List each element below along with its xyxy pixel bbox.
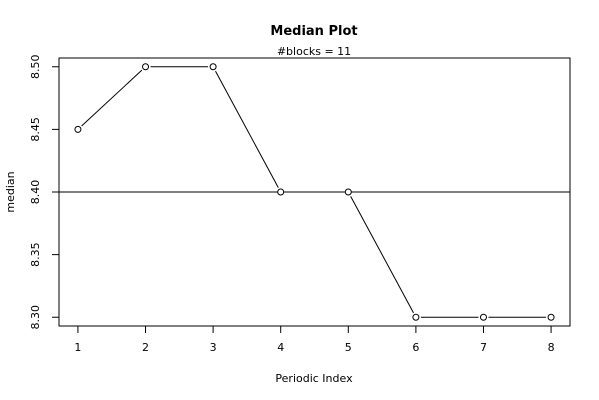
y-tick-label: 8.30 bbox=[29, 305, 42, 330]
x-tick-label: 1 bbox=[74, 341, 81, 354]
x-tick-label: 7 bbox=[480, 341, 487, 354]
chart-title: Median Plot bbox=[270, 24, 357, 39]
chart-subtitle: #blocks = 11 bbox=[277, 45, 351, 58]
x-tick-label: 4 bbox=[277, 341, 284, 354]
series-segment bbox=[81, 69, 143, 127]
data-point bbox=[142, 63, 150, 71]
x-tick-label: 2 bbox=[142, 341, 149, 354]
y-tick-label: 8.45 bbox=[29, 117, 42, 142]
data-point bbox=[209, 63, 217, 71]
x-tick-label: 5 bbox=[345, 341, 352, 354]
data-point bbox=[344, 188, 352, 196]
chart-marks: 1 2 3 4 5 6 7 8 8.30 8.35 8.40 8.45 8.50 bbox=[29, 55, 570, 354]
y-tick-label: 8.40 bbox=[29, 180, 42, 205]
data-point bbox=[479, 313, 487, 321]
y-tick-label: 8.35 bbox=[29, 242, 42, 267]
x-tick-label: 3 bbox=[210, 341, 217, 354]
data-point bbox=[547, 313, 555, 321]
y-axis-label: median bbox=[4, 171, 17, 212]
data-point bbox=[412, 313, 420, 321]
series-segment bbox=[215, 70, 279, 188]
series-segment bbox=[350, 196, 414, 314]
x-tick-label: 8 bbox=[548, 341, 555, 354]
x-axis-label: Periodic Index bbox=[275, 372, 353, 385]
x-tick-label: 6 bbox=[412, 341, 419, 354]
data-point bbox=[277, 188, 285, 196]
y-tick-label: 8.50 bbox=[29, 55, 42, 80]
data-point bbox=[74, 125, 82, 133]
